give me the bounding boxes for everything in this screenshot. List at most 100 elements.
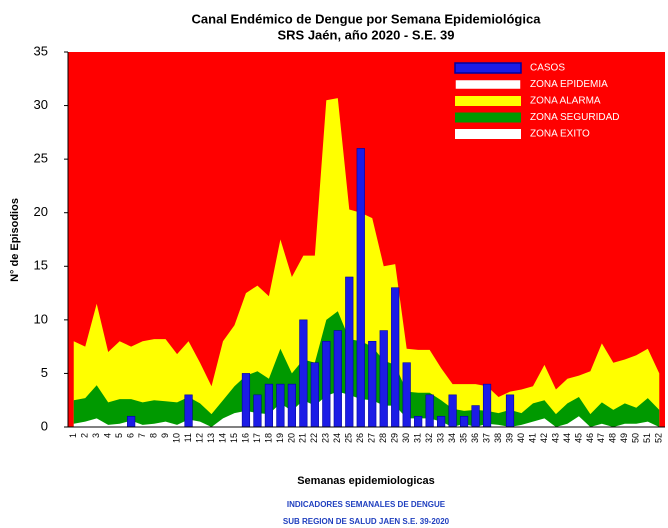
bar <box>425 394 434 428</box>
bar <box>505 394 515 428</box>
x-tick-label: 5 <box>114 433 124 438</box>
legend-label: ZONA EPIDEMIA <box>530 79 608 90</box>
x-tick-label: 43 <box>550 433 560 443</box>
bar <box>391 287 400 428</box>
legend-swatch <box>454 62 522 74</box>
legend-swatch <box>455 96 521 106</box>
x-tick-label: 41 <box>527 433 537 443</box>
y-tick-label: 30 <box>34 97 48 112</box>
legend-label: CASOS <box>530 63 565 74</box>
x-tick-label: 19 <box>275 433 285 443</box>
x-tick-label: 52 <box>654 433 664 443</box>
x-tick-label: 20 <box>286 433 296 443</box>
x-tick-label: 21 <box>298 433 308 443</box>
bar <box>368 340 377 428</box>
y-tick-label: 0 <box>41 418 48 433</box>
y-tick-label: 15 <box>34 258 48 273</box>
y-tick-label: 5 <box>41 365 48 380</box>
bar <box>287 383 296 428</box>
x-tick-label: 39 <box>504 433 514 443</box>
x-tick-label: 10 <box>171 433 181 443</box>
x-tick-label: 11 <box>183 433 193 442</box>
bar <box>310 362 319 428</box>
bar <box>448 394 457 428</box>
legend-label: ZONA EXITO <box>530 129 590 140</box>
x-tick-label: 12 <box>194 433 204 443</box>
y-tick-label: 35 <box>34 43 48 58</box>
y-axis-label: N° de Episodios <box>9 198 21 282</box>
x-tick-label: 45 <box>573 433 583 443</box>
y-tick-label: 20 <box>34 204 48 219</box>
chart-title: Canal Endémico de Dengue por Semana Epid… <box>192 11 542 26</box>
y-tick-label: 25 <box>34 151 48 166</box>
x-tick-label: 37 <box>481 433 491 443</box>
x-tick-label: 51 <box>642 433 652 443</box>
x-tick-label: 29 <box>390 433 400 443</box>
x-tick-label: 44 <box>562 433 572 443</box>
x-tick-label: 24 <box>332 433 342 443</box>
bar <box>241 373 251 428</box>
legend-label: ZONA SEGURIDAD <box>530 112 619 123</box>
x-tick-label: 3 <box>91 433 101 438</box>
x-tick-label: 50 <box>631 433 641 443</box>
x-tick-label: 33 <box>436 433 446 443</box>
bar <box>356 148 365 428</box>
x-tick-label: 2 <box>80 433 90 438</box>
x-tick-label: 32 <box>424 433 434 443</box>
x-tick-label: 25 <box>344 433 354 443</box>
x-tick-label: 18 <box>263 433 273 443</box>
x-tick-label: 26 <box>355 433 365 443</box>
x-axis-label: Semanas epidemiologicas <box>297 475 435 487</box>
x-tick-label: 7 <box>137 433 147 438</box>
x-tick-label: 42 <box>539 433 549 443</box>
x-tick-label: 22 <box>309 433 319 443</box>
bar <box>345 276 354 428</box>
x-tick-label: 36 <box>470 433 480 443</box>
x-tick-label: 14 <box>217 433 227 443</box>
x-tick-label: 28 <box>378 433 388 443</box>
x-tick-label: 48 <box>608 433 618 443</box>
bar <box>184 394 193 428</box>
x-tick-label: 38 <box>493 433 503 443</box>
y-tick-label: 10 <box>34 311 48 326</box>
x-tick-label: 15 <box>229 433 239 443</box>
bar <box>333 330 342 428</box>
bar <box>414 415 423 428</box>
x-tick-label: 30 <box>401 433 411 443</box>
x-tick-label: 8 <box>148 433 158 438</box>
x-tick-label: 35 <box>458 433 468 443</box>
x-tick-label: 6 <box>126 433 136 438</box>
footer-line: INDICADORES SEMANALES DE DENGUE <box>287 500 446 509</box>
bar <box>471 405 480 428</box>
bar <box>253 394 262 428</box>
bar <box>264 383 274 428</box>
bar <box>459 415 469 428</box>
x-tick-label: 46 <box>585 433 595 443</box>
x-tick-label: 13 <box>206 433 216 443</box>
x-tick-label: 16 <box>240 433 250 443</box>
x-tick-label: 49 <box>619 433 629 443</box>
area <box>73 98 660 428</box>
x-tick-label: 17 <box>252 433 262 443</box>
x-tick-label: 27 <box>367 433 377 443</box>
legend-swatch <box>455 112 521 123</box>
x-tick-label: 40 <box>516 433 526 443</box>
x-tick-label: 34 <box>447 433 457 443</box>
x-tick-label: 4 <box>103 433 113 438</box>
footer-line: SUB REGION DE SALUD JAEN S.E. 39-2020 <box>283 517 450 526</box>
x-tick-label: 31 <box>413 433 423 443</box>
legend-label: ZONA ALARMA <box>530 96 601 107</box>
legend-swatch <box>455 129 521 139</box>
bar <box>402 362 411 428</box>
x-tick-label: 1 <box>68 433 78 438</box>
area <box>73 391 660 427</box>
x-tick-label: 9 <box>160 433 170 438</box>
x-tick-label: 23 <box>321 433 331 443</box>
bar <box>437 415 446 428</box>
bar <box>127 415 136 428</box>
legend-swatch <box>454 78 522 91</box>
bar <box>322 340 331 428</box>
bar <box>276 383 285 428</box>
x-tick-label: 47 <box>596 433 606 443</box>
